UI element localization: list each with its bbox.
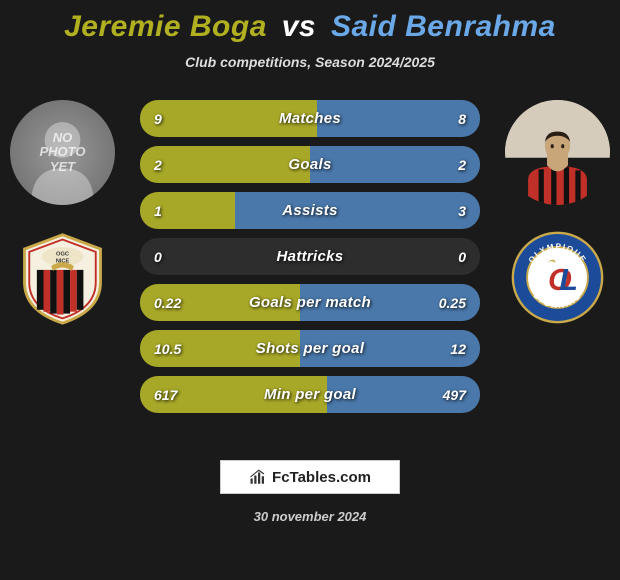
stat-value-left: 617 [154, 387, 177, 403]
stat-row: 1 3 Assists [140, 192, 480, 229]
stat-label: Assists [282, 202, 337, 219]
stat-label: Matches [279, 110, 341, 127]
olympique-lyonnais-icon: OLYMPIQUE LYONNAIS O L [510, 230, 605, 325]
stat-value-right: 0 [458, 249, 466, 265]
stat-label: Goals [288, 156, 331, 173]
stat-value-left: 0.22 [154, 295, 181, 311]
player2-club-crest: OLYMPIQUE LYONNAIS O L [510, 230, 605, 325]
player2-photo-icon [505, 100, 610, 205]
svg-text:L: L [559, 263, 578, 297]
stat-row: 0 0 Hattricks [140, 238, 480, 275]
stat-row: 10.5 12 Shots per goal [140, 330, 480, 367]
svg-text:OGC: OGC [56, 252, 69, 258]
stat-bar-right [235, 192, 480, 229]
player1-avatar: NO PHOTO YET [10, 100, 115, 205]
stat-value-right: 0.25 [439, 295, 466, 311]
stat-value-left: 10.5 [154, 341, 181, 357]
stat-label: Hattricks [277, 248, 344, 265]
comparison-panel: NO PHOTO YET OGC NICE [0, 100, 620, 440]
stat-value-right: 497 [443, 387, 466, 403]
brand-text: FcTables.com [272, 469, 371, 486]
stat-value-left: 2 [154, 157, 162, 173]
stat-row: 0.22 0.25 Goals per match [140, 284, 480, 321]
player2-avatar [505, 100, 610, 205]
left-side: NO PHOTO YET OGC NICE [0, 100, 125, 325]
page-title: Jeremie Boga vs Said Benrahma [0, 0, 620, 44]
stat-value-right: 2 [458, 157, 466, 173]
stat-value-right: 12 [450, 341, 466, 357]
stat-label: Shots per goal [256, 340, 364, 357]
ogc-nice-icon: OGC NICE [15, 230, 110, 325]
stat-row: 9 8 Matches [140, 100, 480, 137]
stat-bar-right [317, 100, 480, 137]
stats-list: 9 8 Matches 2 2 Goals 1 3 Assists 0 0 Hattricks 0.22… [140, 100, 480, 413]
chart-icon [249, 468, 267, 486]
subtitle: Club competitions, Season 2024/2025 [0, 54, 620, 70]
title-player2: Said Benrahma [331, 10, 556, 43]
right-side: OLYMPIQUE LYONNAIS O L [495, 100, 620, 325]
stat-bar-left [140, 146, 310, 183]
title-vs: vs [282, 10, 316, 43]
stat-label: Min per goal [264, 386, 356, 403]
title-player1: Jeremie Boga [64, 10, 267, 43]
stat-value-right: 8 [458, 111, 466, 127]
date-text: 30 november 2024 [0, 509, 620, 524]
stat-value-right: 3 [458, 203, 466, 219]
brand-badge: FcTables.com [220, 460, 400, 494]
stat-value-left: 9 [154, 111, 162, 127]
stat-value-left: 1 [154, 203, 162, 219]
stat-row: 2 2 Goals [140, 146, 480, 183]
stat-label: Goals per match [249, 294, 371, 311]
stat-value-left: 0 [154, 249, 162, 265]
stat-bar-right [310, 146, 480, 183]
stat-row: 617 497 Min per goal [140, 376, 480, 413]
player1-club-crest: OGC NICE [15, 230, 110, 325]
no-photo-label: NO PHOTO YET [40, 131, 86, 174]
